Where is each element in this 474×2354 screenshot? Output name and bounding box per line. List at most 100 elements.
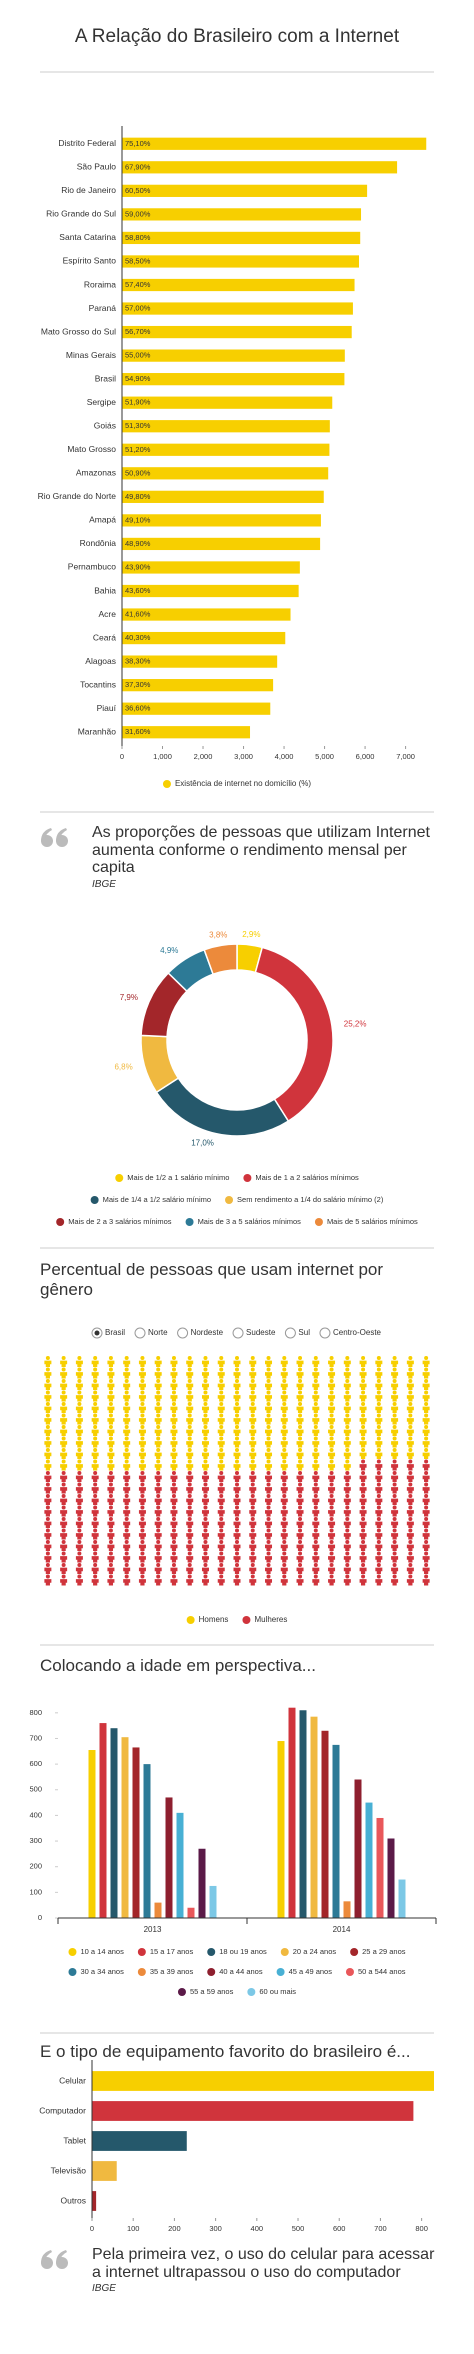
person-icon <box>328 1471 336 1482</box>
icon-head <box>156 1390 161 1395</box>
filter-radio[interactable]: Centro-Oeste <box>319 1327 382 1339</box>
icon-head <box>392 1379 397 1383</box>
icon-head <box>361 1482 366 1487</box>
person-icon <box>123 1505 131 1517</box>
icon-body <box>359 1510 367 1517</box>
person-icon <box>280 1425 288 1436</box>
icon-body <box>154 1533 162 1540</box>
icon-body <box>343 1487 351 1494</box>
icon-head <box>313 1356 318 1360</box>
icon-head <box>61 1402 66 1406</box>
person-icon <box>422 1425 430 1436</box>
icon-head <box>187 1551 192 1556</box>
bar <box>122 278 355 292</box>
icon-body <box>391 1475 399 1482</box>
person-icon <box>123 1413 131 1425</box>
icon-head <box>140 1390 145 1395</box>
icon-body <box>375 1372 383 1379</box>
icon-body <box>44 1395 52 1402</box>
x-tick-label: 200 <box>168 2224 181 2233</box>
person-icon <box>75 1356 83 1367</box>
filter-radio[interactable]: Sul <box>284 1327 310 1339</box>
icon-head <box>93 1494 98 1498</box>
icon-body <box>249 1567 257 1574</box>
icon-head <box>235 1425 239 1429</box>
category-label: Outros <box>60 2195 86 2205</box>
bar <box>92 2071 434 2091</box>
icon-body <box>75 1383 83 1390</box>
person-icon <box>406 1551 414 1563</box>
icon-head <box>298 1540 303 1544</box>
filter-radio[interactable]: Norte <box>134 1327 168 1339</box>
icon-body <box>154 1475 162 1482</box>
legend-label: Existência de internet no domicílio (%) <box>175 779 311 788</box>
icon-head <box>108 1563 113 1567</box>
icon-head <box>140 1402 145 1406</box>
icon-body <box>343 1395 351 1402</box>
icon-body <box>312 1360 320 1367</box>
person-icon <box>265 1471 273 1482</box>
icon-body <box>422 1567 430 1574</box>
icon-body <box>217 1521 225 1528</box>
person-icon <box>233 1425 241 1436</box>
person-icon <box>217 1356 225 1367</box>
icon-body <box>233 1510 241 1517</box>
person-icon <box>391 1505 399 1517</box>
icon-head <box>45 1528 50 1533</box>
icon-head <box>235 1551 239 1556</box>
person-icon <box>422 1551 430 1563</box>
icon-body <box>328 1556 336 1563</box>
icon-head <box>93 1436 98 1441</box>
icon-body <box>154 1579 162 1586</box>
person-icon <box>75 1574 83 1586</box>
icon-head <box>250 1402 255 1406</box>
filter-radio[interactable]: Brasil <box>91 1327 125 1339</box>
radio-circle <box>284 1327 296 1339</box>
person-icon <box>280 1517 288 1528</box>
icon-head <box>77 1563 82 1567</box>
person-icon <box>359 1528 367 1540</box>
person-icon <box>359 1471 367 1482</box>
person-icon <box>359 1402 367 1413</box>
icon-head <box>156 1436 161 1441</box>
icon-body <box>249 1360 257 1367</box>
person-icon <box>138 1413 146 1425</box>
icon-head <box>266 1459 271 1464</box>
icon-body <box>60 1567 68 1574</box>
icon-head <box>124 1436 129 1441</box>
value-label: 40,30% <box>125 633 151 642</box>
person-icon <box>406 1459 414 1471</box>
person-icon <box>170 1436 178 1448</box>
icon-head <box>313 1494 318 1498</box>
icon-body <box>280 1452 288 1459</box>
icon-body <box>75 1556 83 1563</box>
icon-body <box>60 1429 68 1436</box>
icon-body <box>249 1556 257 1563</box>
icon-body <box>170 1498 178 1505</box>
value-label: 59,00% <box>125 209 151 218</box>
person-icon <box>391 1517 399 1528</box>
person-icon <box>154 1402 162 1413</box>
icon-head <box>93 1471 98 1475</box>
icon-body <box>312 1452 320 1459</box>
icon-head <box>329 1517 334 1521</box>
person-icon <box>391 1459 399 1471</box>
person-icon <box>138 1436 146 1448</box>
person-icon <box>107 1425 115 1436</box>
icon-body <box>107 1372 115 1379</box>
icon-head <box>140 1367 145 1372</box>
donut-segment <box>254 946 334 1123</box>
value-label: 25,2% <box>344 1019 367 1028</box>
icon-head <box>298 1574 303 1579</box>
icon-body <box>217 1429 225 1436</box>
person-icon <box>75 1459 83 1471</box>
icon-head <box>235 1494 239 1498</box>
filter-radio[interactable]: Sudeste <box>232 1327 276 1339</box>
icon-head <box>187 1413 192 1418</box>
filter-radio[interactable]: Nordeste <box>177 1327 224 1339</box>
person-icon <box>406 1494 414 1505</box>
legend-swatch <box>68 1968 77 1976</box>
icon-body <box>406 1544 414 1551</box>
person-icon <box>217 1379 225 1390</box>
icon-head <box>61 1471 66 1475</box>
